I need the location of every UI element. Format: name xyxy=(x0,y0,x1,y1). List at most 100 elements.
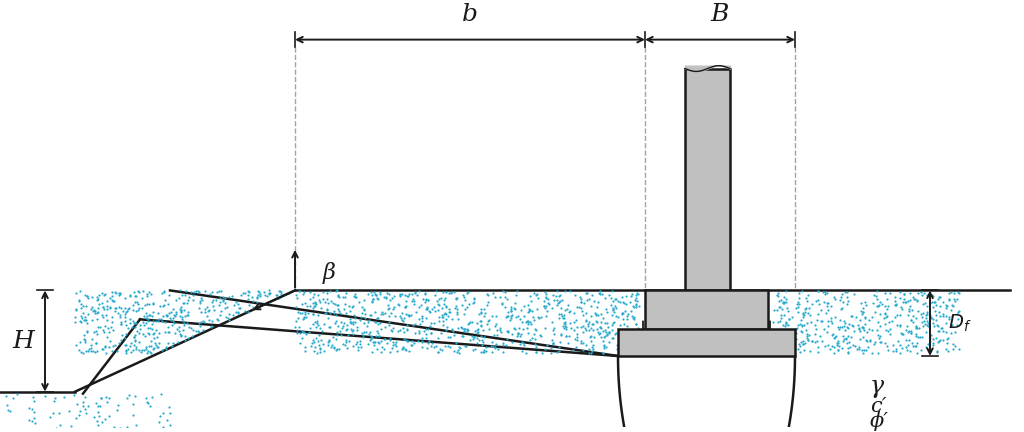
Point xyxy=(538,293,554,300)
Point xyxy=(928,334,944,341)
Point xyxy=(355,306,372,313)
Point xyxy=(316,347,333,354)
Point xyxy=(908,296,925,303)
Point xyxy=(792,321,808,328)
Point xyxy=(567,344,584,351)
Point xyxy=(479,292,496,299)
Point xyxy=(498,314,514,321)
Point xyxy=(615,316,632,323)
Point xyxy=(837,320,853,327)
Point xyxy=(432,346,449,353)
Point xyxy=(807,338,823,345)
Point xyxy=(262,289,279,296)
Point xyxy=(623,292,639,299)
Point xyxy=(773,328,790,335)
Point xyxy=(486,322,503,329)
Point xyxy=(449,295,465,302)
Point xyxy=(851,326,867,333)
Point xyxy=(624,342,640,349)
Point xyxy=(556,312,572,319)
Point xyxy=(204,289,220,295)
Point xyxy=(368,292,384,299)
Point xyxy=(105,423,122,430)
Point xyxy=(768,329,784,336)
Point xyxy=(600,339,616,346)
Point xyxy=(127,336,143,343)
Point xyxy=(909,333,926,340)
Point xyxy=(474,349,490,356)
Point xyxy=(142,343,159,350)
Point xyxy=(584,348,600,355)
Point xyxy=(412,321,428,328)
Point xyxy=(112,290,128,297)
Point xyxy=(938,313,954,320)
Point xyxy=(180,296,197,303)
Point xyxy=(77,292,93,299)
Point xyxy=(534,314,550,321)
Point xyxy=(298,313,314,320)
Point xyxy=(444,315,461,322)
Point xyxy=(367,319,383,326)
Point xyxy=(771,298,787,305)
Point xyxy=(476,313,493,320)
Point xyxy=(835,344,851,351)
Point xyxy=(561,307,578,314)
Point xyxy=(160,324,176,330)
Point xyxy=(381,312,397,319)
Point xyxy=(925,340,941,346)
Point xyxy=(111,340,127,347)
Point xyxy=(896,295,912,302)
Point xyxy=(147,342,164,349)
Point xyxy=(76,332,92,339)
Point xyxy=(215,298,231,305)
Point xyxy=(459,290,475,297)
Point xyxy=(418,295,434,302)
Point xyxy=(892,321,908,328)
Point xyxy=(548,292,564,299)
Point xyxy=(332,327,348,334)
Point xyxy=(784,327,801,334)
Point xyxy=(833,293,849,300)
Point xyxy=(914,301,931,308)
Point xyxy=(476,349,493,356)
Point xyxy=(388,339,404,346)
Point xyxy=(77,337,93,343)
Point xyxy=(880,303,896,310)
Point xyxy=(931,327,947,334)
Point xyxy=(464,332,480,339)
Point xyxy=(951,308,968,314)
Point xyxy=(530,314,547,321)
Point xyxy=(86,349,102,356)
Point xyxy=(380,302,396,309)
Point xyxy=(150,344,166,351)
Point xyxy=(812,333,828,340)
Point xyxy=(630,290,646,297)
Point xyxy=(630,335,646,342)
Point xyxy=(604,311,621,318)
Point xyxy=(473,348,489,355)
Point xyxy=(512,315,528,322)
Point xyxy=(127,343,143,350)
Point xyxy=(341,338,357,345)
Point xyxy=(203,324,219,330)
Point xyxy=(393,314,410,321)
Point xyxy=(907,342,924,349)
Point xyxy=(84,317,100,324)
Point xyxy=(157,329,173,336)
Point xyxy=(25,393,41,400)
Point xyxy=(237,307,253,314)
Point xyxy=(304,340,321,346)
Point xyxy=(766,306,782,313)
Point xyxy=(539,290,555,297)
Point xyxy=(569,337,586,344)
Point xyxy=(176,322,193,329)
Point xyxy=(500,312,516,319)
Point xyxy=(779,340,796,347)
Point xyxy=(932,312,948,319)
Point xyxy=(361,329,378,336)
Point xyxy=(78,302,94,309)
Point xyxy=(89,305,105,312)
Point xyxy=(175,327,191,334)
Point xyxy=(241,289,257,295)
Point xyxy=(397,304,414,311)
